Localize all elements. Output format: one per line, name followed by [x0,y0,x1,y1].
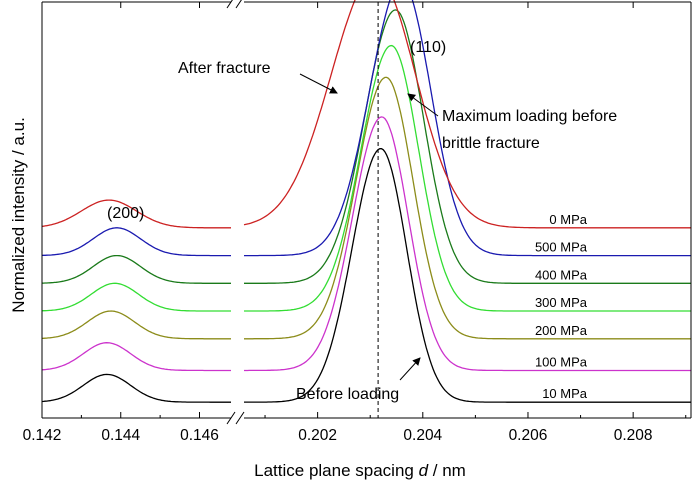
after-fracture-label: After fracture [178,60,271,77]
series-line-110-400-mpa [244,9,691,284]
left-segment-curves [41,199,231,403]
series-line-110-100-mpa [244,116,691,372]
axis-ticks: 0.142 0.144 0.146 0.202 0.204 0.206 0.208 [23,2,687,444]
series-line-200-100-mpa [41,342,231,372]
after-fracture-arrow [299,73,338,94]
right-segment-curves [243,0,691,403]
series-label-100-mpa: 100 MPa [535,355,588,370]
series-line-200-10-mpa [41,373,231,403]
before-loading-arrow [399,357,421,381]
series-line-110-500-mpa [244,0,691,257]
x-tick-label: 0.204 [403,427,442,444]
y-axis-title: Normalized intensity / a.u. [9,117,28,313]
series-line-110-10-mpa [244,148,691,403]
series-label-500-mpa: 500 MPa [535,240,588,255]
axis-break-mark [235,0,242,9]
peak-110-label: (110) [410,39,446,56]
series-line-200-400-mpa [42,254,231,284]
series-line-200-200-mpa [41,310,231,340]
series-line-200-300-mpa [41,282,231,312]
series-label-300-mpa: 300 MPa [535,295,588,310]
series-line-110-200-mpa [244,76,691,340]
series-label-0-mpa: 0 MPa [549,212,587,227]
series-line-200-500-mpa [41,227,231,257]
axis-break-mark [226,0,233,9]
axis-break-mark [226,411,236,425]
series-label-200-mpa: 200 MPa [535,323,588,338]
max-loading-arrow [407,93,439,117]
max-loading-label-line1: Maximum loading before [442,108,617,125]
x-tick-label: 0.206 [509,427,548,444]
peak-200-label: (200) [107,205,144,222]
x-tick-label: 0.202 [298,427,337,444]
series-labels: 10 MPa 100 MPa 200 MPa 300 MPa 400 MPa 500 MP… [535,212,588,401]
series-label-10-mpa: 10 MPa [542,386,588,401]
plot-frame [41,0,692,425]
x-tick-label: 0.146 [180,427,219,444]
x-tick-label: 0.208 [614,427,653,444]
axis-break-mark [235,411,245,425]
series-line-110-300-mpa [244,44,691,312]
series-line-110-0-mpa [243,0,691,229]
x-tick-label: 0.142 [23,427,62,444]
x-axis-title: Lattice plane spacing d / nm [254,461,466,480]
series-line-200-0-mpa [41,199,231,229]
max-loading-label-line2: brittle fracture [442,135,540,152]
series-label-400-mpa: 400 MPa [535,267,588,282]
before-loading-label: Before loading [296,386,399,403]
x-tick-label: 0.144 [101,427,140,444]
